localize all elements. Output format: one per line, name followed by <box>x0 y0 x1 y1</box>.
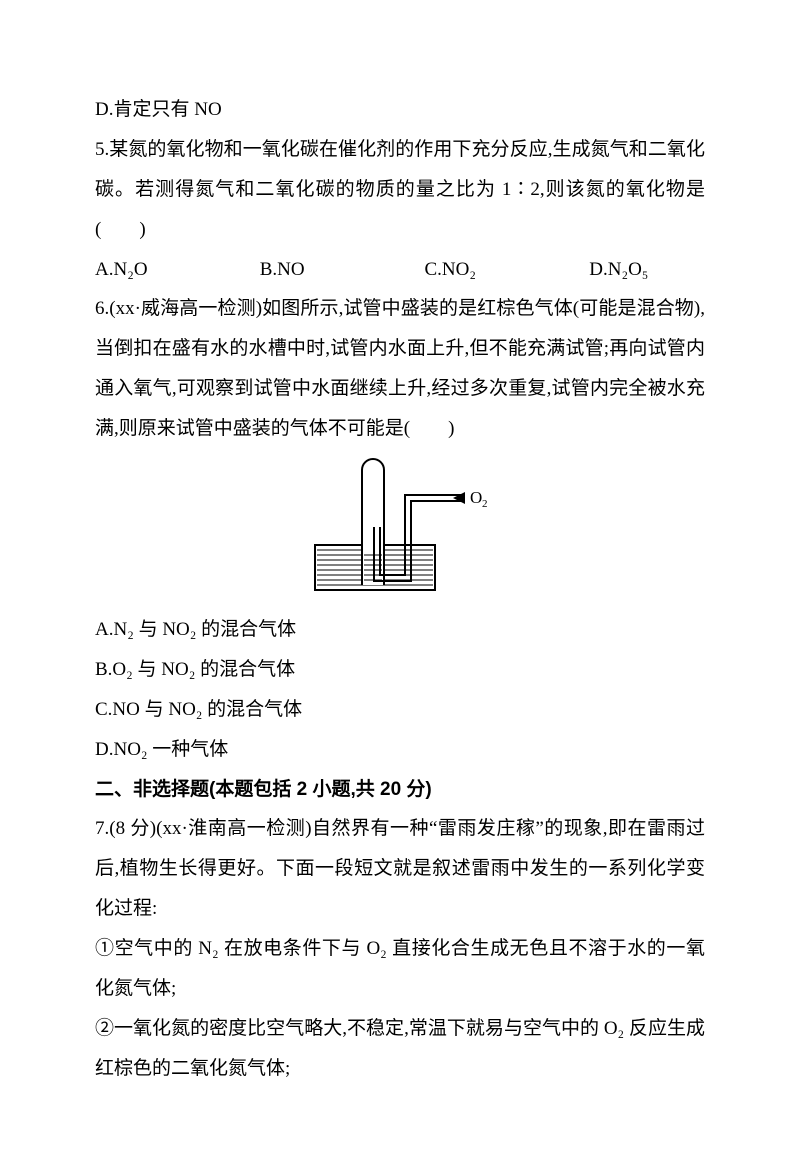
svg-text:O: O <box>470 488 482 507</box>
section-2-heading: 二、非选择题(本题包括 2 小题,共 20 分) <box>95 770 705 810</box>
q5-option-b: B.NO <box>260 250 420 290</box>
q6-stem: 6.(xx·威海高一检测)如图所示,试管中盛装的是红棕色气体(可能是混合物),当… <box>95 289 705 449</box>
q6-option-d: D.NO₂ 一种气体 <box>95 730 705 770</box>
document-page: D.肯定只有 NO 5.某氮的氧化物和一氧化碳在催化剂的作用下充分反应,生成氮气… <box>0 0 800 1149</box>
q5-option-c: C.NO₂ <box>425 250 585 290</box>
q7-step-2: ②一氧化氮的密度比空气略大,不稳定,常温下就易与空气中的 O₂ 反应生成红棕色的… <box>95 1009 705 1089</box>
q6-option-b: B.O₂ 与 NO₂ 的混合气体 <box>95 650 705 690</box>
svg-text:2: 2 <box>482 498 488 510</box>
q6-option-a: A.N₂ 与 NO₂ 的混合气体 <box>95 610 705 650</box>
q7-step-1: ①空气中的 N₂ 在放电条件下与 O₂ 直接化合生成无色且不溶于水的一氧化氮气体… <box>95 929 705 1009</box>
q5-options: A.N₂O B.NO C.NO₂ D.N₂O₅ <box>95 250 705 290</box>
q7-stem: 7.(8 分)(xx·淮南高一检测)自然界有一种“雷雨发庄稼”的现象,即在雷雨过… <box>95 809 705 929</box>
q5-stem: 5.某氮的氧化物和一氧化碳在催化剂的作用下充分反应,生成氮气和二氧化碳。若测得氮… <box>95 130 705 250</box>
q5-option-d: D.N₂O₅ <box>589 250 648 290</box>
apparatus-diagram-icon: O 2 <box>295 455 505 600</box>
q5-option-a: A.N₂O <box>95 250 255 290</box>
q6-figure: O 2 <box>95 455 705 604</box>
q4-option-d: D.肯定只有 NO <box>95 90 705 130</box>
q6-option-c: C.NO 与 NO₂ 的混合气体 <box>95 690 705 730</box>
